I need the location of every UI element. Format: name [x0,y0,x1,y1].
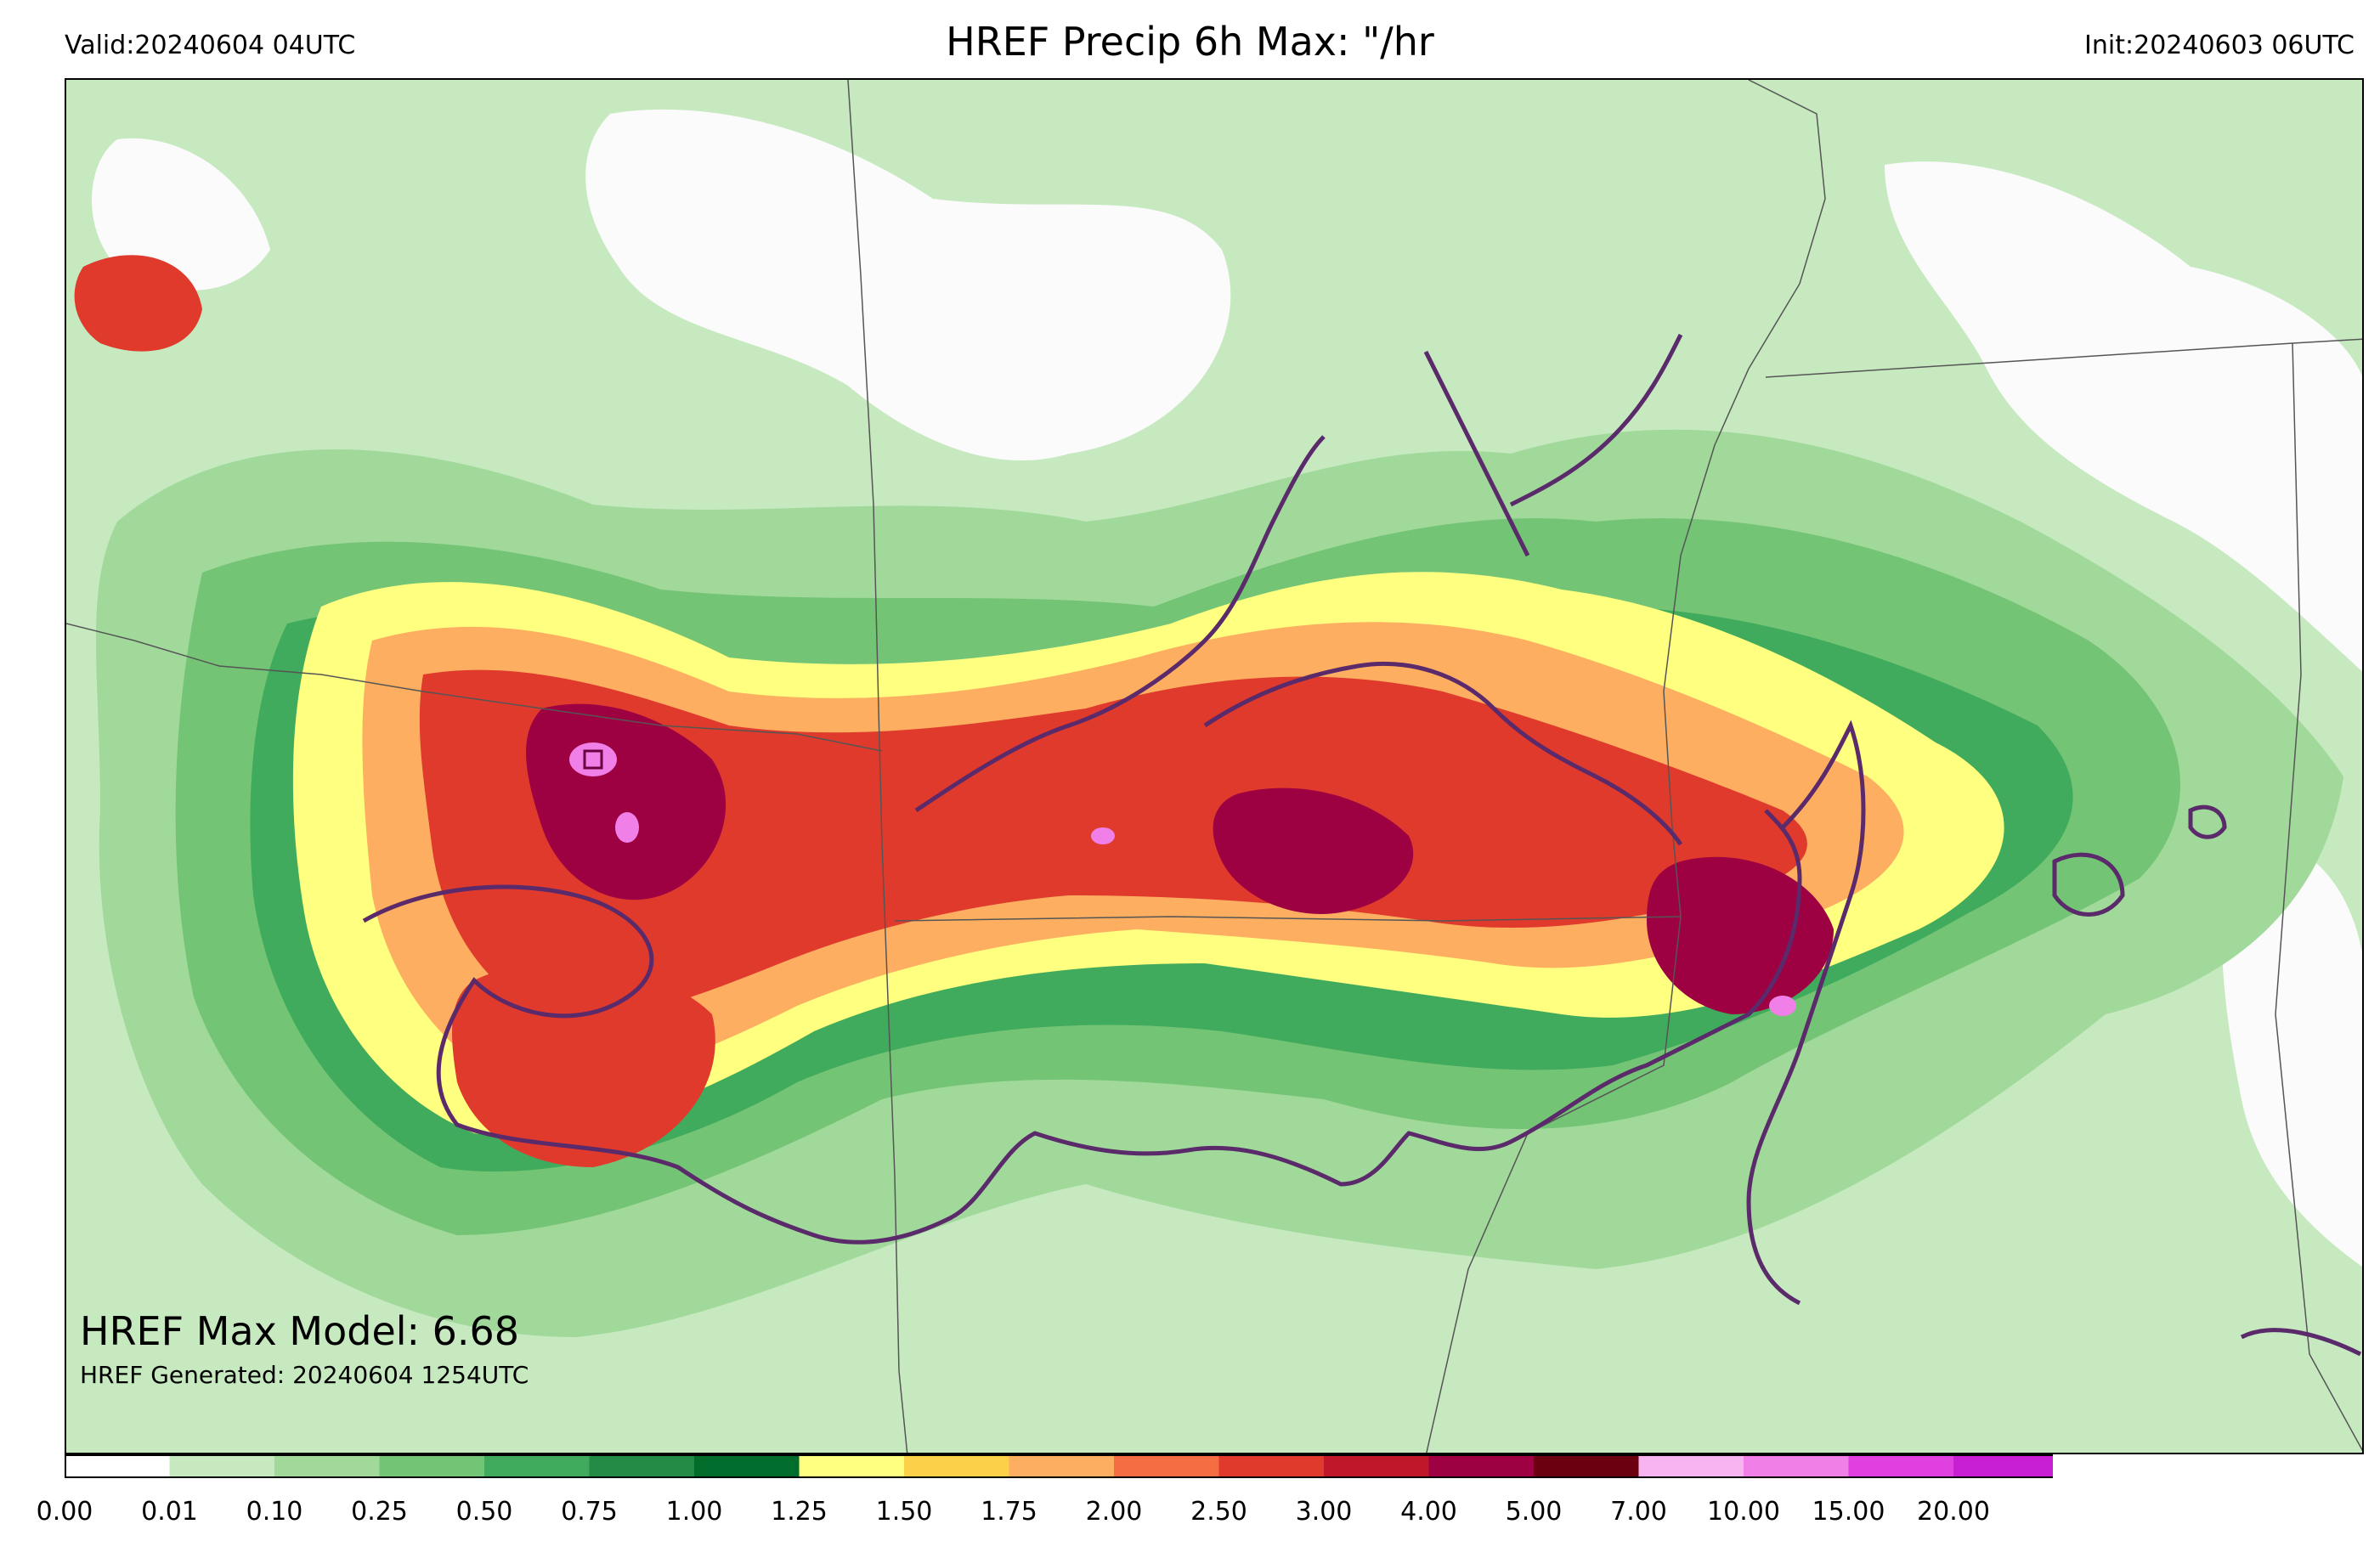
colorbar-segment [1848,1454,1953,1478]
colorbar-segment [799,1454,904,1478]
colorbar-tick-label: 20.00 [1917,1497,1990,1527]
colorbar-segment [1953,1454,2053,1478]
colorbar-tick-label: 0.25 [351,1497,408,1527]
colorbar-segment [1324,1454,1429,1478]
dry-area-north [585,109,1231,461]
colorbar-tick-label: 1.25 [771,1497,828,1527]
colorbar [65,1454,2053,1478]
colorbar-segment [169,1454,274,1478]
colorbar-segment [1744,1454,1849,1478]
colorbar-segment [65,1454,170,1478]
valid-time-label: Valid:20240604 04UTC [65,31,356,60]
colorbar-tick-label: 10.00 [1707,1497,1780,1527]
colorbar-segments [65,1454,2053,1478]
colorbar-segment [484,1454,590,1478]
precip-core-red [419,669,1807,1019]
colorbar-tick-label: 2.00 [1085,1497,1143,1527]
colorbar-tick-label: 3.00 [1295,1497,1353,1527]
colorbar-segment [694,1454,800,1478]
precip-core-sw [452,962,715,1167]
colorbar-border [65,1454,2053,1478]
map-title: HREF Precip 6h Max: "/hr [946,19,1434,65]
colorbar-segment [1428,1454,1534,1478]
colorbar-segment [1218,1454,1324,1478]
colorbar-tick-label: 1.00 [665,1497,723,1527]
precip-field [66,80,2362,1453]
colorbar-segment [1534,1454,1639,1478]
colorbar-segment [379,1454,484,1478]
precip-max-spot [569,742,617,776]
precip-map [65,78,2364,1454]
colorbar-tick-label: 0.75 [561,1497,618,1527]
colorbar-tick-label: 0.00 [36,1497,93,1527]
colorbar-tick-label: 7.00 [1610,1497,1667,1527]
colorbar-segment [1009,1454,1114,1478]
colorbar-segment [274,1454,380,1478]
precip-max-spot-2 [615,812,639,843]
colorbar-tick-label: 0.50 [455,1497,513,1527]
state-borders [66,80,2362,1453]
dry-area-west [92,138,270,291]
precip-core-darkred-east [1647,856,1834,1014]
colorbar-tick-label: 1.50 [875,1497,933,1527]
colorbar-tick-label: 15.00 [1812,1497,1885,1527]
generated-label: HREF Generated: 20240604 1254UTC [80,1361,529,1389]
colorbar-tick-label: 0.10 [246,1497,303,1527]
dry-area-east [2221,841,2362,1267]
precip-core-nw-red [74,255,202,352]
colorbar-segment [904,1454,1009,1478]
init-time-label: Init:20240603 06UTC [2084,31,2355,60]
colorbar-tick-label: 1.75 [981,1497,1037,1527]
colorbar-tick-label: 2.50 [1190,1497,1247,1527]
flash-flood-contours [362,333,2362,1357]
colorbar-segment [589,1454,694,1478]
max-location-marker [583,749,603,770]
colorbar-segment [1638,1454,1744,1478]
dry-area-northeast [1885,161,2362,672]
colorbar-tick-label: 4.00 [1400,1497,1457,1527]
colorbar-tick-label: 5.00 [1505,1497,1563,1527]
colorbar-segment [1114,1454,1219,1478]
precip-core-darkred-central [1213,787,1414,914]
colorbar-tick-label: 0.01 [141,1497,198,1527]
max-model-label: HREF Max Model: 6.68 [80,1308,520,1354]
precip-max-spot-4 [1091,827,1115,844]
precip-max-spot-3 [1769,996,1796,1016]
